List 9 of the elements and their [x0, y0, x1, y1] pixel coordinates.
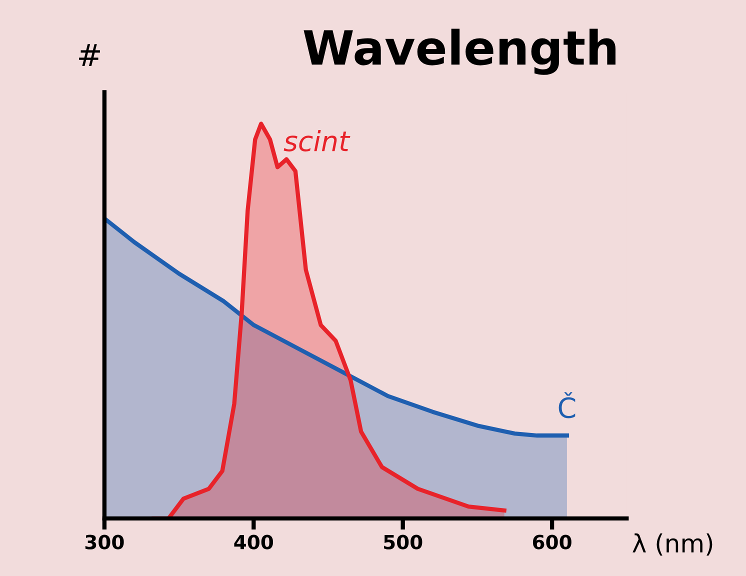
x-tick-label: 600	[532, 534, 572, 550]
x-tick-label: 400	[234, 534, 274, 550]
y-axis-title: #	[79, 44, 100, 66]
chart-title: Wavelength	[304, 28, 616, 75]
series-label: Č	[558, 392, 576, 418]
series-label: scint	[284, 130, 350, 152]
x-axis-title: λ (nm)	[632, 533, 712, 556]
x-tick-label: 300	[85, 534, 124, 550]
x-tick-label: 500	[384, 534, 422, 550]
